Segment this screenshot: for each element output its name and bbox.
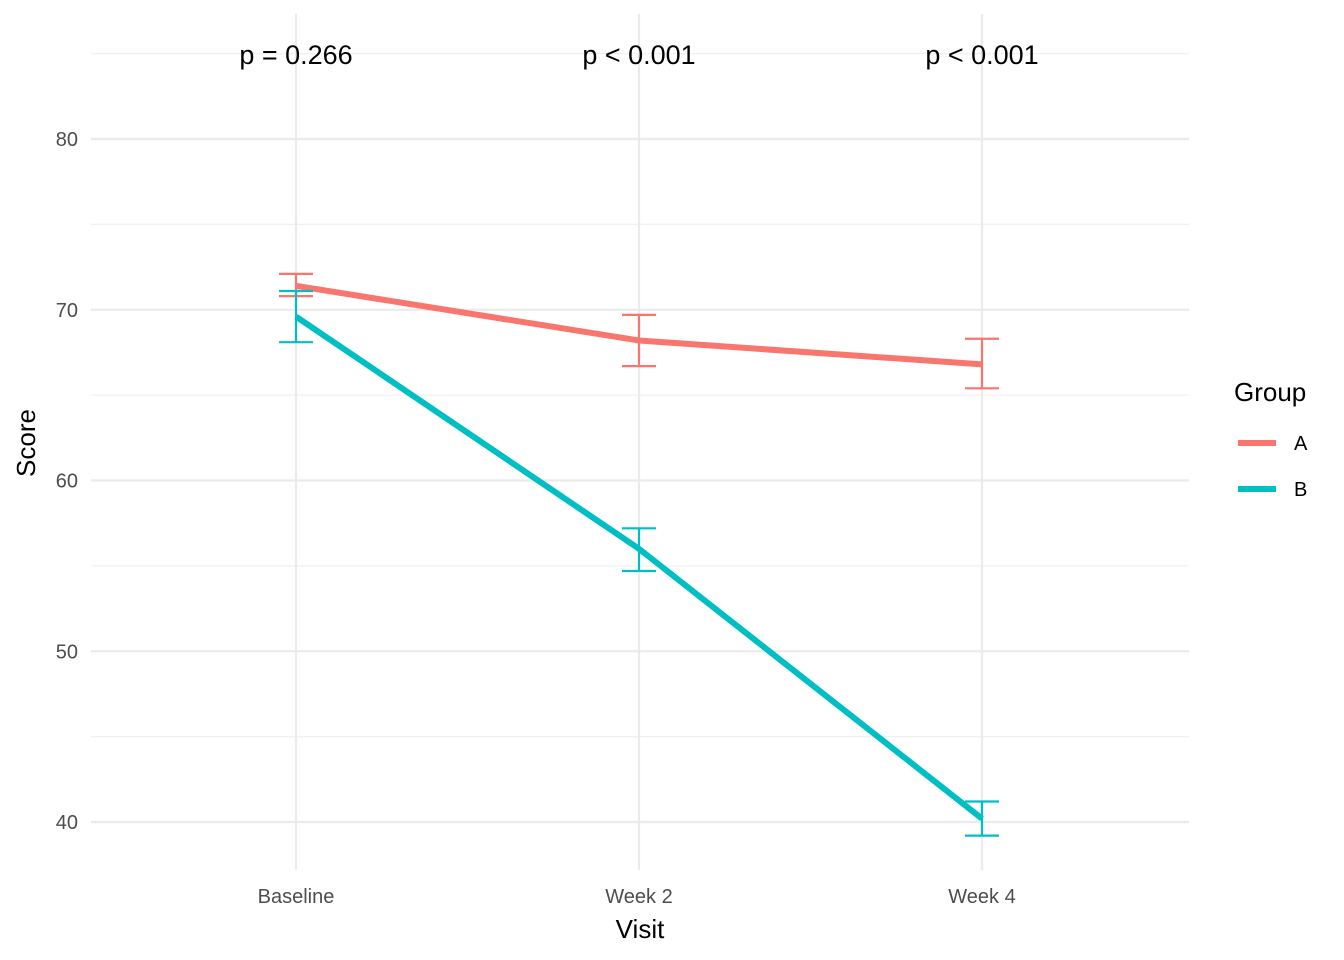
x-tick-label: Week 2 [605,886,672,908]
x-tick-label: Baseline [258,886,335,908]
y-tick-label: 80 [56,129,78,151]
y-tick-label: 60 [56,471,78,493]
p-value-label: p = 0.266 [239,40,352,70]
y-tick-label: 40 [56,812,78,834]
y-axis-title: Score [11,409,41,477]
error-bar-b [622,527,656,573]
p-value-label: p < 0.001 [582,40,695,70]
error-bar-a [622,313,656,368]
error-bars [279,272,999,837]
p-value-annotations: p = 0.266 p < 0.001 p < 0.001 [239,40,1038,70]
x-tick-label: Week 4 [948,886,1015,908]
y-axis-tick-labels: 40 50 60 70 80 [56,129,78,834]
legend: Group A B [1234,377,1308,501]
error-bar-b [279,289,313,344]
error-bar-b [965,800,999,837]
error-bar-a [965,337,999,390]
x-axis-tick-labels: Baseline Week 2 Week 4 [258,886,1016,908]
legend-label-a: A [1294,433,1308,455]
legend-label-b: B [1294,479,1307,501]
y-tick-label: 50 [56,641,78,663]
p-value-label: p < 0.001 [925,40,1038,70]
y-tick-label: 70 [56,300,78,322]
major-gridlines [91,14,1189,870]
x-axis-title: Visit [616,914,665,944]
legend-title: Group [1234,377,1306,407]
